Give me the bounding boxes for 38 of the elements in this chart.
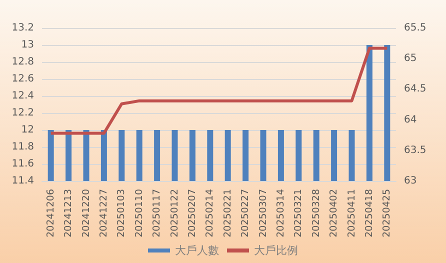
x-tick-label: 20250103 — [116, 189, 128, 238]
y-tick-label: 11.6 — [12, 158, 34, 170]
y-tick-label: 12.2 — [12, 108, 34, 118]
x-tick-label: 20250425 — [382, 189, 393, 238]
y2-tick-label: 65 — [404, 53, 417, 64]
x-tick-label: 20250207 — [186, 189, 198, 238]
x-tick-label: 20250418 — [364, 189, 375, 238]
x-tick-label: 20250314 — [275, 189, 286, 238]
legend-label: 大戶人數 — [175, 244, 219, 257]
y-tick-label: 12.6 — [12, 74, 34, 84]
y-tick-label: 13.2 — [12, 22, 34, 34]
legend-label: 大戶比例 — [254, 244, 298, 257]
x-tick-label: 20250221 — [222, 189, 234, 238]
x-tick-label: 20250117 — [152, 189, 163, 238]
y-tick-label: 12.4 — [12, 90, 34, 102]
x-tick-label: 20250402 — [328, 189, 340, 238]
y-tick-label: 11.8 — [12, 142, 34, 152]
y-tick-label: 12 — [21, 124, 34, 136]
y2-tick-label: 64 — [404, 114, 417, 126]
y2-tick-label: 63 — [404, 176, 417, 186]
x-tick-label: 20250110 — [134, 189, 145, 238]
y2-tick-label: 65.5 — [404, 22, 426, 34]
x-tick-label: 20250307 — [258, 189, 269, 238]
x-tick-label: 20250227 — [240, 189, 252, 238]
x-tick-label: 20250328 — [310, 189, 322, 238]
y2-tick-label: 64.5 — [404, 84, 426, 95]
x-tick-label: 20241213 — [63, 189, 74, 238]
y2-tick-label: 63.5 — [404, 144, 426, 156]
y-tick-label: 13 — [21, 40, 34, 50]
x-tick-label: 20250321 — [293, 189, 304, 238]
x-tick-label: 20241206 — [45, 189, 56, 238]
x-tick-label: 20241220 — [80, 189, 92, 238]
y-tick-label: 11.4 — [12, 176, 34, 186]
x-tick-label: 20250411 — [346, 189, 358, 238]
x-tick-label: 20241227 — [98, 189, 110, 238]
x-tick-label: 20250122 — [169, 189, 180, 238]
x-tick-label: 20250214 — [204, 189, 216, 238]
y-tick-label: 12.8 — [12, 56, 34, 68]
